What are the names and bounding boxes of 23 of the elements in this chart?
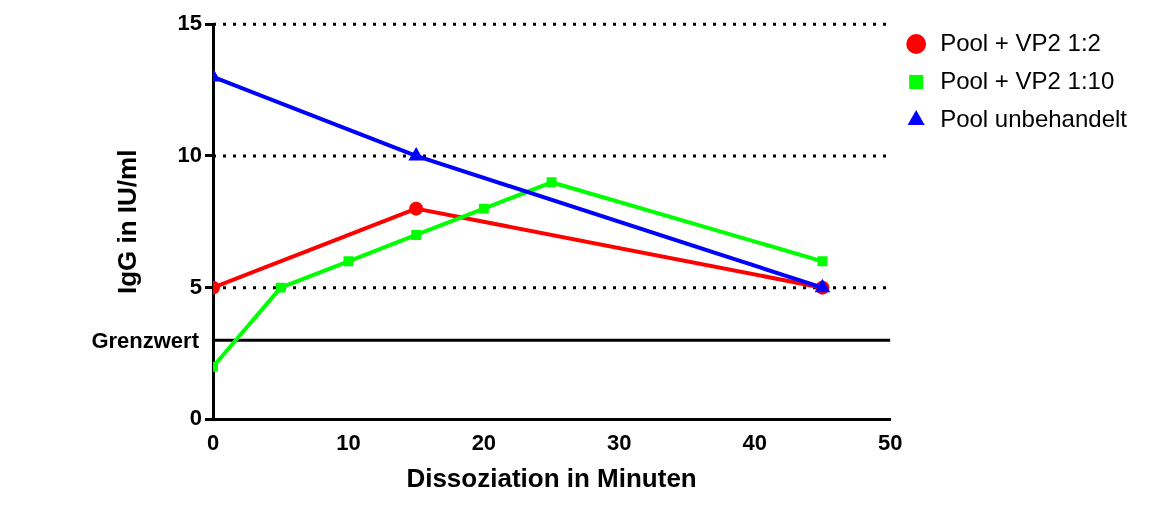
y-axis-title: IgG in IU/ml bbox=[111, 149, 142, 295]
x-axis-title: Dissoziation in Minuten bbox=[406, 462, 697, 493]
x-tick-label: 0 bbox=[206, 429, 220, 455]
y-tick-label: 15 bbox=[177, 10, 202, 36]
point bbox=[411, 230, 422, 240]
x-tick-label: 10 bbox=[336, 429, 361, 455]
x-tick-label: 40 bbox=[742, 429, 767, 455]
x-tick-label: 20 bbox=[471, 429, 497, 455]
y-tick-label: 5 bbox=[189, 273, 202, 299]
x-tick-label: 30 bbox=[607, 429, 632, 455]
legend-label: Pool + VP2 1:2 bbox=[940, 28, 1101, 56]
legend-label: Pool unbehandelt bbox=[940, 104, 1128, 132]
point bbox=[275, 282, 286, 293]
point bbox=[343, 256, 354, 267]
legend-label: Pool + VP2 1:10 bbox=[940, 66, 1115, 94]
y-tick-label: 0 bbox=[189, 405, 202, 431]
point bbox=[546, 177, 557, 188]
y-tick-label: 10 bbox=[177, 142, 202, 167]
ref-line-label: Grenzwert bbox=[91, 328, 200, 354]
point bbox=[817, 256, 828, 267]
x-tick-label: 50 bbox=[877, 429, 903, 455]
point bbox=[409, 201, 424, 216]
point bbox=[478, 203, 489, 214]
